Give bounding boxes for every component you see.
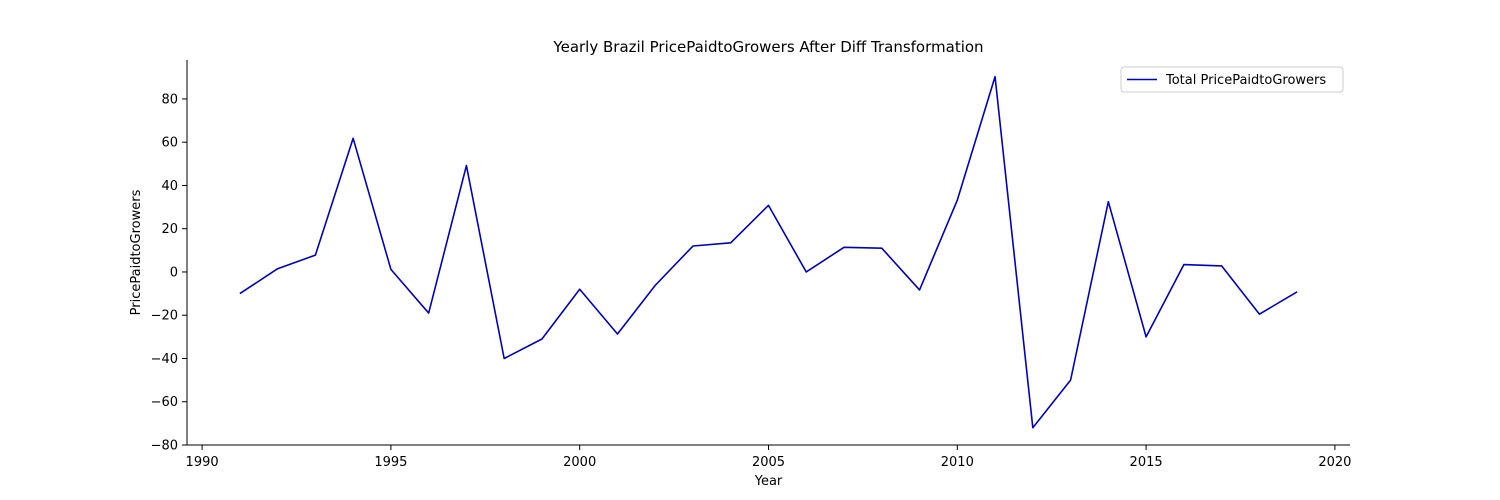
x-tick-label: 1990	[186, 455, 219, 470]
x-tick-label: 2005	[752, 455, 785, 470]
legend-box	[1120, 66, 1344, 93]
y-tick-label: −40	[151, 352, 178, 367]
y-tick-label: 40	[161, 179, 178, 194]
x-tick-label: 2010	[941, 455, 974, 470]
plot-area	[239, 75, 1298, 429]
series-line-0	[239, 75, 1298, 429]
y-axis-label: PricePaidtoGrowers	[129, 189, 144, 315]
legend-label: Total PricePaidtoGrowers	[1165, 73, 1326, 88]
y-axis-ticks: −80 −60 −40 −20 0 20 40 60 80	[151, 92, 187, 454]
y-tick-label: −80	[151, 439, 178, 454]
legend: Total PricePaidtoGrowers	[1120, 66, 1344, 93]
y-tick-label: 60	[161, 136, 178, 151]
x-axis-label: Year	[754, 474, 783, 489]
x-tick-label: 2015	[1130, 455, 1163, 470]
y-tick-label: −20	[151, 309, 178, 324]
x-tick-label: 2000	[563, 455, 596, 470]
x-axis-ticks: 1990 1995 2000 2005 2010 2015 2020	[186, 445, 1351, 470]
y-tick-label: 0	[170, 265, 178, 280]
y-tick-label: 80	[161, 92, 178, 107]
y-tick-label: 20	[161, 222, 178, 237]
x-tick-label: 2020	[1318, 455, 1351, 470]
chart-title: Yearly Brazil PricePaidtoGrowers After D…	[552, 38, 983, 56]
x-tick-label: 1995	[374, 455, 407, 470]
y-tick-label: −60	[151, 395, 178, 410]
